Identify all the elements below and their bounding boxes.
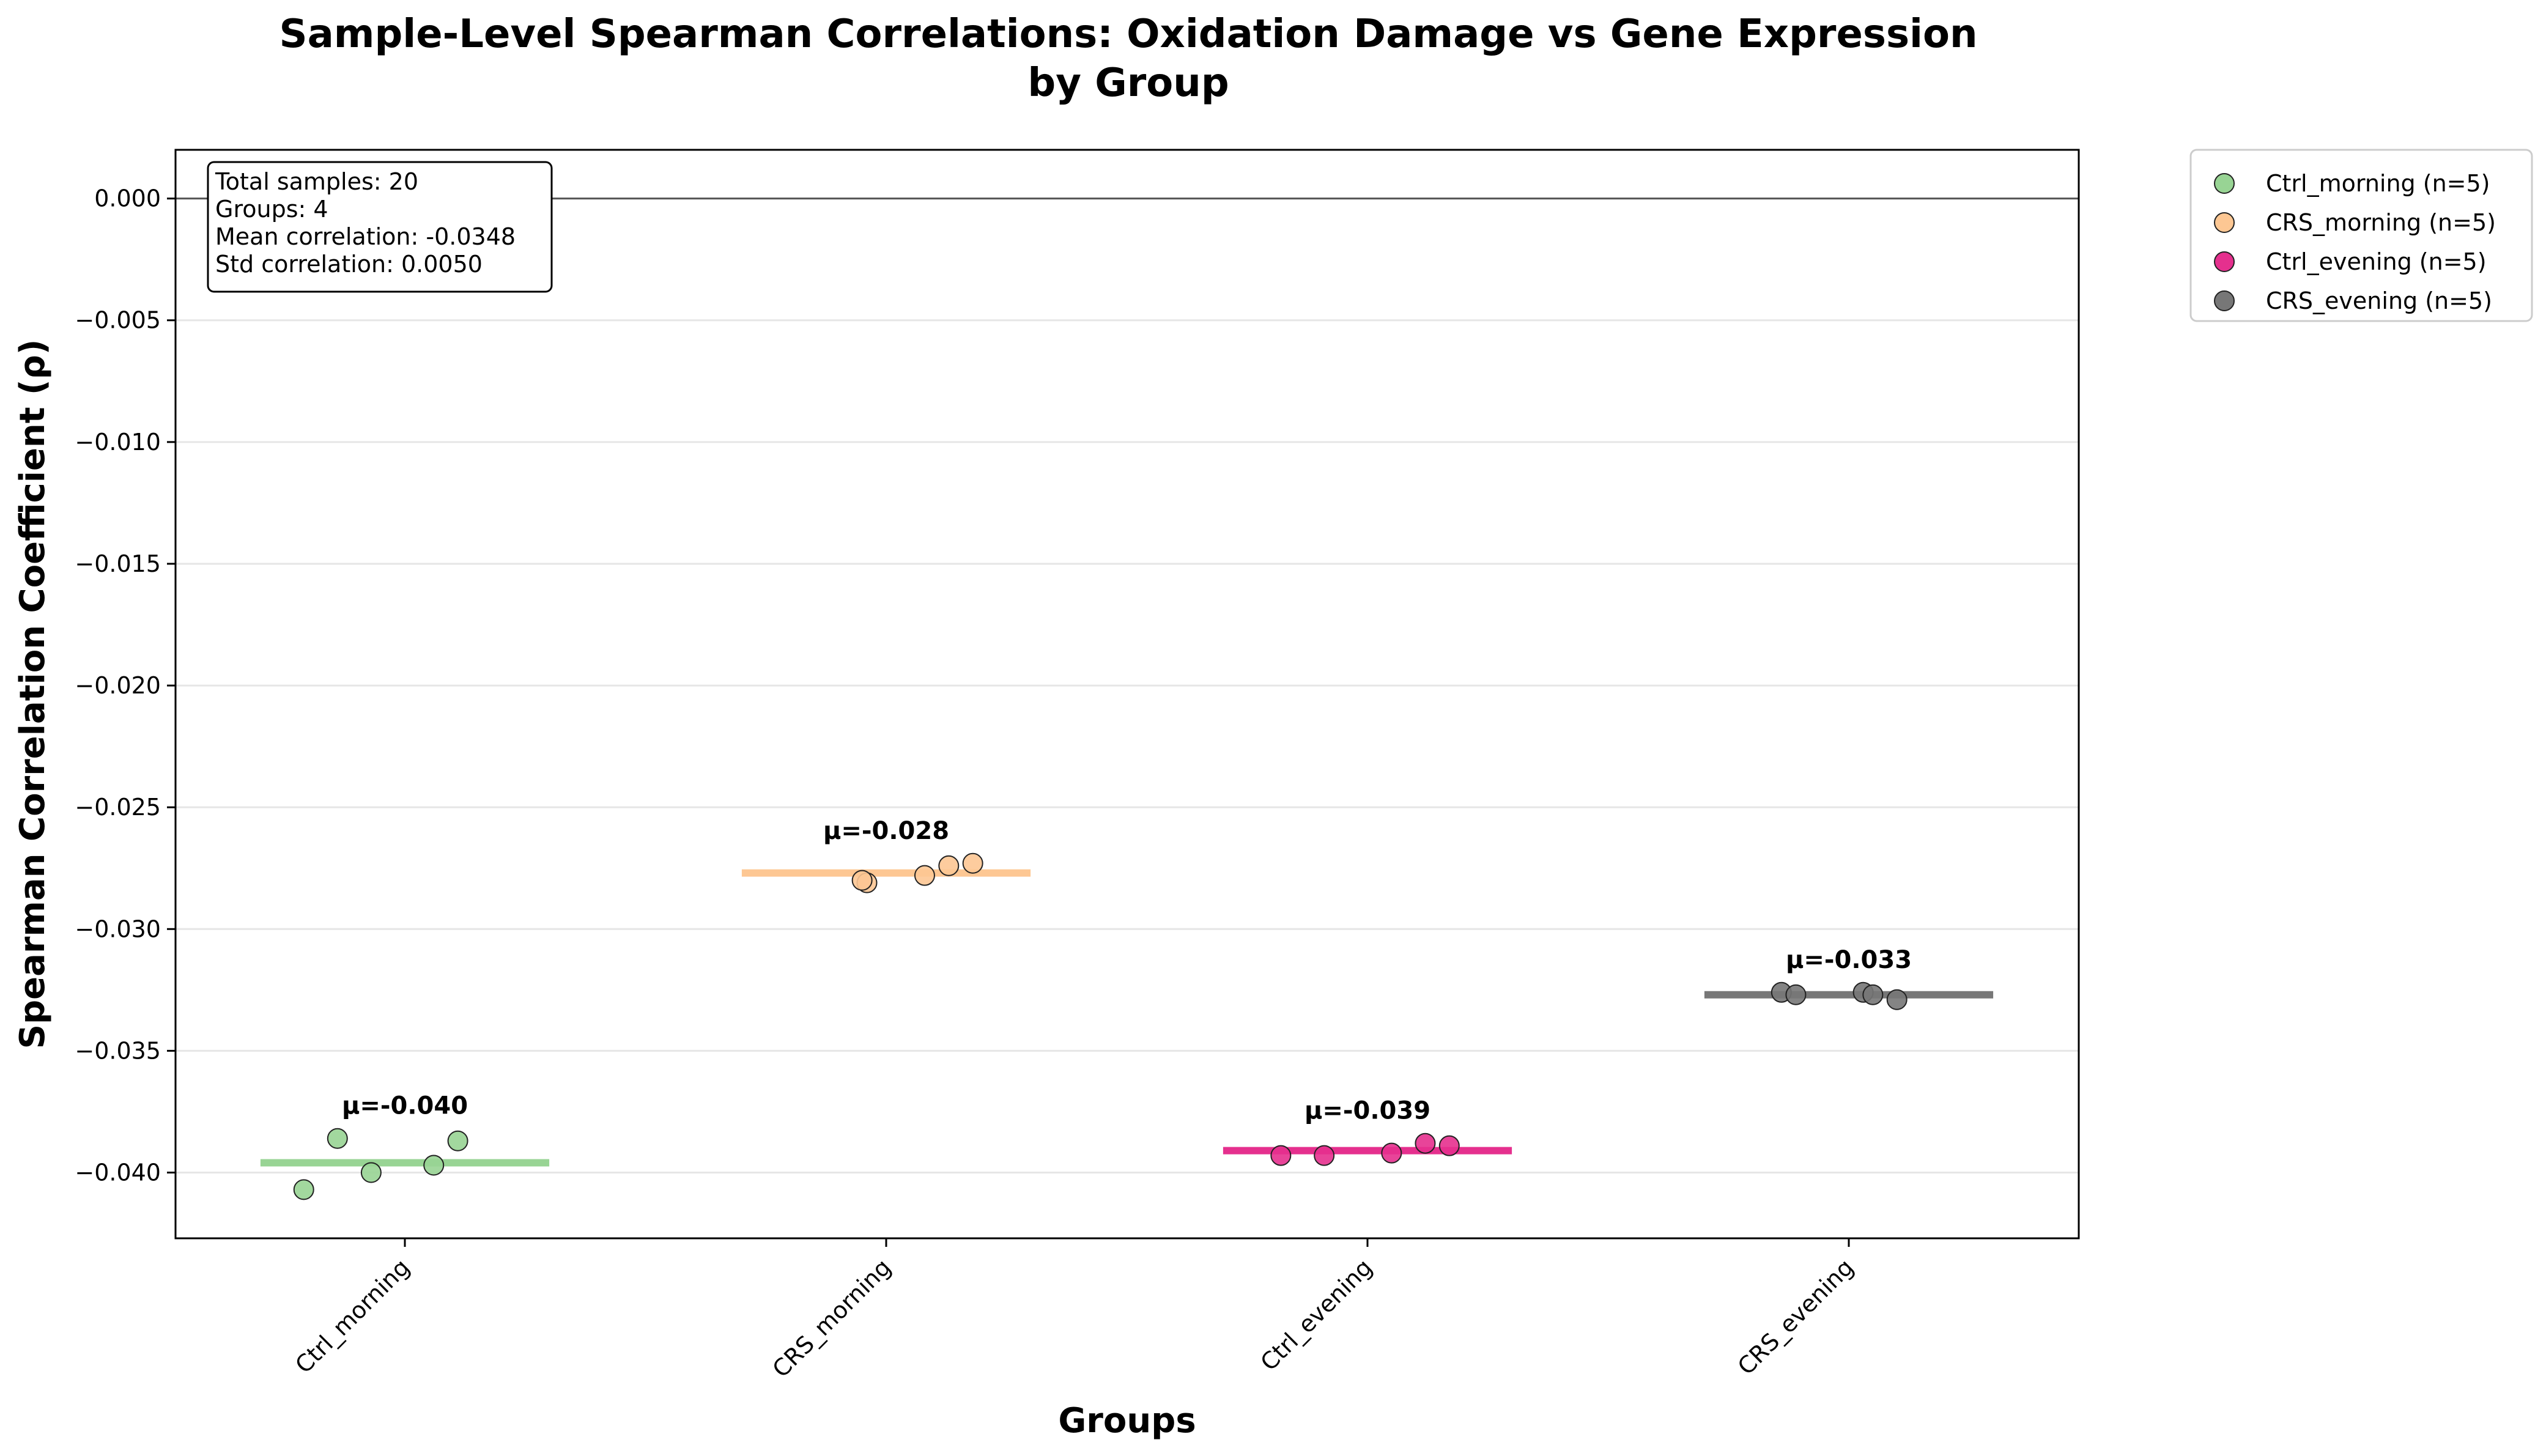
legend-frame (2189, 149, 2533, 322)
data-point (360, 1162, 382, 1183)
legend-label: Ctrl_morning (n=5) (2266, 170, 2490, 197)
mean-label: μ=-0.040 (342, 1092, 468, 1120)
stats-line-total: Total samples: 20 (215, 168, 418, 195)
data-point (1314, 1145, 1335, 1166)
stats-line-groups: Groups: 4 (215, 196, 328, 223)
x-axis-label: Groups (1058, 1401, 1196, 1441)
data-point (447, 1130, 468, 1151)
legend-marker (2214, 212, 2235, 233)
legend: Ctrl_morning (n=5) CRS_morning (n=5) Ctrl_… (2189, 149, 2533, 322)
data-point (423, 1155, 445, 1176)
data-point (962, 852, 983, 874)
data-points (293, 852, 1908, 1200)
y-tick-label: −0.010 (75, 429, 161, 456)
data-point (1862, 984, 1884, 1005)
stats-box: Total samples: 20 Groups: 4 Mean correla… (207, 161, 553, 293)
legend-marker (2214, 290, 2235, 311)
y-tick-label: −0.030 (75, 915, 161, 942)
plot-frame (174, 149, 2080, 1240)
y-tick-label: 0.000 (94, 185, 161, 212)
legend-marker (2214, 173, 2235, 194)
data-point (1886, 989, 1908, 1010)
legend-marker (2214, 251, 2235, 272)
mean-label: μ=-0.033 (1786, 946, 1912, 974)
y-tick-label: −0.035 (75, 1037, 161, 1064)
data-point (293, 1179, 314, 1200)
mean-label: μ=-0.039 (1304, 1097, 1430, 1125)
mean-lines (260, 869, 1994, 1167)
mean-label: μ=-0.028 (823, 817, 949, 845)
data-point (327, 1128, 348, 1149)
legend-label: CRS_morning (n=5) (2266, 209, 2496, 236)
legend-label: CRS_evening (n=5) (2266, 287, 2492, 314)
y-tick-label: −0.005 (75, 307, 161, 334)
y-axis-ticks: 0.000 −0.005 −0.010 −0.015 −0.020 −0.025 −0.03… (75, 185, 176, 1186)
y-tick-label: −0.015 (75, 550, 161, 577)
chart-title-line2: by Group (1027, 61, 1229, 106)
data-point (1785, 984, 1807, 1005)
data-point (938, 855, 960, 876)
y-tick-label: −0.020 (75, 672, 161, 699)
data-point (1415, 1133, 1436, 1154)
data-point (1381, 1142, 1402, 1164)
data-point (914, 865, 935, 886)
chart-title-line1: Sample-Level Spearman Correlations: Oxid… (279, 12, 1978, 57)
data-point (851, 870, 873, 891)
y-tick-label: −0.025 (75, 794, 161, 821)
y-axis-label: Spearman Correlation Coefficient (ρ) (13, 339, 53, 1049)
data-point (1270, 1145, 1292, 1166)
stats-line-std: Std correlation: 0.0050 (215, 251, 483, 278)
data-point (1438, 1135, 1460, 1156)
mean-labels: μ=-0.040 μ=-0.028 μ=-0.039 μ=-0.033 (342, 817, 1912, 1125)
y-tick-label: −0.040 (75, 1159, 161, 1186)
legend-label: Ctrl_evening (n=5) (2266, 248, 2487, 275)
stats-line-mean: Mean correlation: -0.0348 (215, 223, 516, 250)
